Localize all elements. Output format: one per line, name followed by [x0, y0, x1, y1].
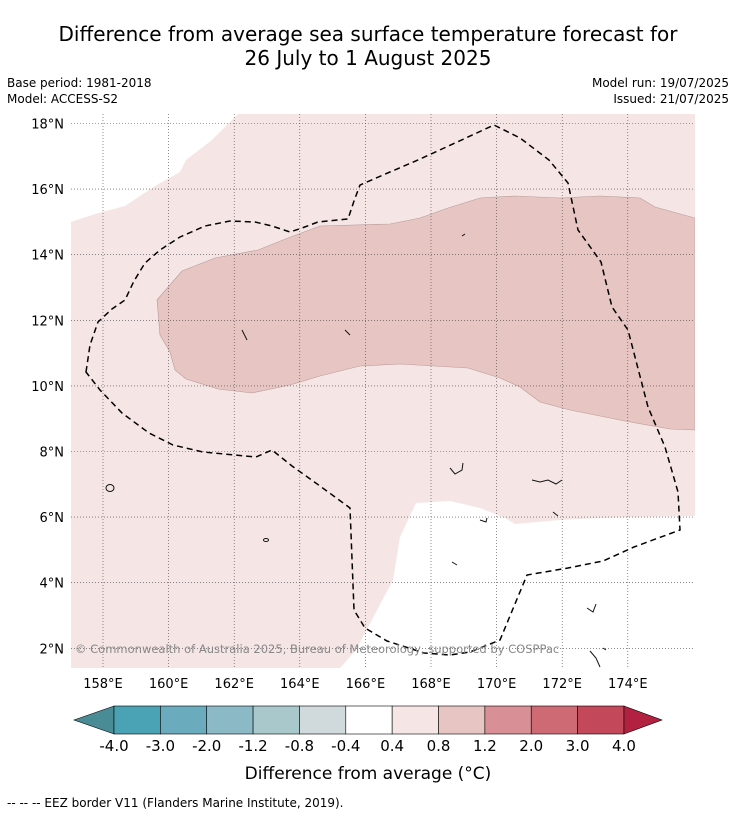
colorbar-label: Difference from average (°C) [244, 764, 492, 784]
copyright-text: © Commonwealth of Australia 2025, Bureau… [75, 642, 559, 656]
island [461, 233, 466, 237]
colorbar: -4.0 -3.0 -2.0 -1.2 -0.8 -0.4 0.4 0.8 1.2 2.0 3.0 4… [73, 705, 663, 755]
island [602, 647, 607, 651]
latitude-label: 18°N [31, 118, 64, 133]
title-line-1: Difference from average sea surface temp… [58, 22, 678, 46]
colorbar-segment [484, 705, 532, 735]
colorbar-tick-label: -0.8 [285, 737, 314, 755]
colorbar-segment [160, 705, 208, 735]
islands [105, 233, 607, 668]
latitude-label: 14°N [31, 249, 64, 264]
latitude-label: 10°N [31, 380, 64, 395]
island [263, 538, 269, 542]
island [449, 462, 464, 475]
island [451, 561, 458, 566]
colorbar-tick-label: -4.0 [99, 737, 128, 755]
island [589, 650, 601, 668]
colorbar-tick-label: -3.0 [146, 737, 175, 755]
meta-left: Base period: 1981-2018 Model: ACCESS-S2 [7, 75, 152, 107]
colorbar-tick-label: -1.2 [238, 737, 267, 755]
island [479, 517, 488, 523]
colorbar-segment [252, 705, 300, 735]
colorbar-tick-label: 0.4 [380, 737, 404, 755]
latitude-label: 8°N [40, 446, 65, 461]
latitude-label: 12°N [31, 314, 64, 329]
colorbar-tick-label: 0.8 [427, 737, 451, 755]
island [105, 484, 115, 492]
latitude-label: 16°N [31, 183, 64, 198]
island [586, 603, 597, 613]
colorbar-segment [345, 705, 393, 735]
colorbar-segment [391, 705, 439, 735]
base-period: Base period: 1981-2018 [7, 76, 152, 90]
colorbar-tick-label: -0.4 [331, 737, 360, 755]
island [241, 329, 248, 341]
longitude-label: 162°E [214, 677, 254, 692]
latitude-label: 6°N [40, 511, 65, 526]
gridlines [71, 114, 695, 668]
eez-border [85, 124, 681, 656]
latitude-label: 4°N [40, 577, 65, 592]
chart-title: Difference from average sea surface temp… [0, 22, 736, 70]
model-name: Model: ACCESS-S2 [7, 92, 119, 106]
map-area: © Commonwealth of Australia 2025, Bureau… [71, 114, 695, 668]
latitude-label: 2°N [40, 642, 65, 657]
island [552, 511, 559, 517]
issued-date: Issued: 21/07/2025 [613, 92, 729, 106]
title-line-2: 26 July to 1 August 2025 [244, 46, 492, 70]
colorbar-extend-low [73, 705, 115, 735]
longitude-label: 170°E [477, 677, 517, 692]
model-run: Model run: 19/07/2025 [591, 76, 729, 90]
colorbar-tick-label: -2.0 [192, 737, 221, 755]
longitude-label: 158°E [83, 677, 123, 692]
colorbar-segment [299, 705, 347, 735]
island [531, 479, 563, 485]
island [344, 329, 351, 336]
colorbar-segment [577, 705, 625, 735]
colorbar-segment [206, 705, 254, 735]
longitude-label: 164°E [280, 677, 320, 692]
colorbar-tick-label: 2.0 [519, 737, 543, 755]
meta-right: Model run: 19/07/2025 Issued: 21/07/2025 [592, 75, 729, 107]
colorbar-tick-label: 4.0 [612, 737, 636, 755]
longitude-label: 166°E [346, 677, 386, 692]
colorbar-extend-high [623, 705, 663, 735]
longitude-label: 172°E [542, 677, 582, 692]
colorbar-segment [113, 705, 161, 735]
longitude-label: 160°E [149, 677, 189, 692]
longitude-label: 168°E [411, 677, 451, 692]
colorbar-tick-label: 1.2 [473, 737, 497, 755]
longitude-label: 174°E [608, 677, 648, 692]
colorbar-tick-label: 3.0 [566, 737, 590, 755]
latitude-labels: 18°N 16°N 14°N 12°N 10°N 8°N 6°N 4°N 2°N [31, 118, 64, 658]
longitude-labels: 158°E 160°E 162°E 164°E 166°E 168°E 170°E 172°E… [83, 677, 647, 692]
footer-note: -- -- -- EEZ border V11 (Flanders Marine… [7, 796, 344, 810]
colorbar-segment [530, 705, 578, 735]
colorbar-segment [438, 705, 486, 735]
